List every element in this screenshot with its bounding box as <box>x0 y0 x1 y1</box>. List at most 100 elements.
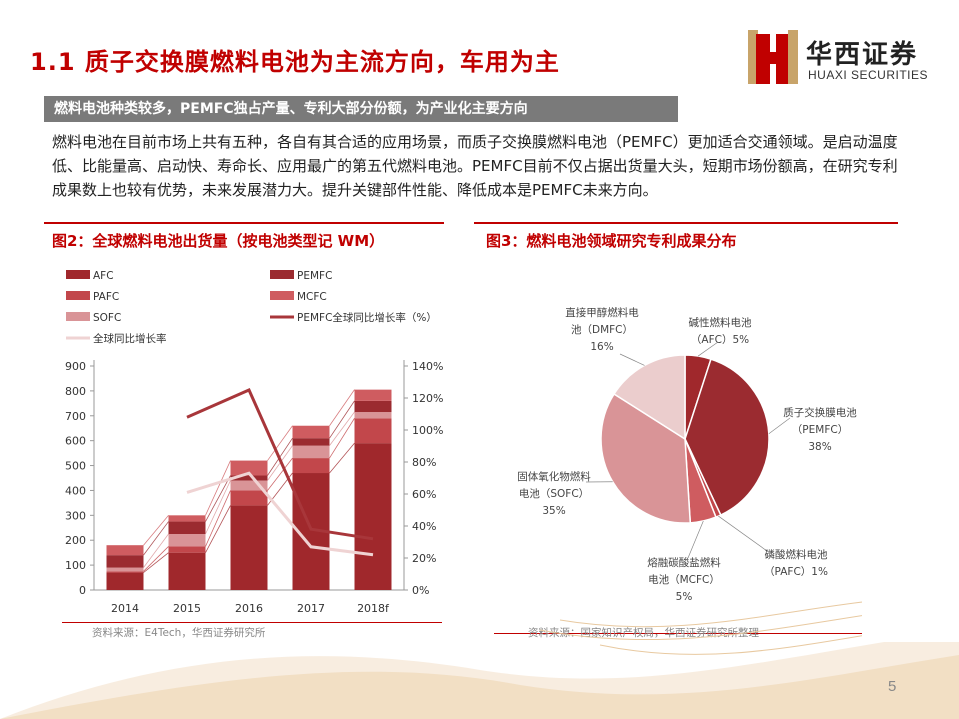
bar-pemfc-2016 <box>230 475 268 481</box>
pie-label-afc: （AFC）5% <box>691 334 749 346</box>
y2-tick-label: 140% <box>412 360 443 373</box>
bar-pafc-2016 <box>230 490 268 506</box>
legend-swatch-afc <box>66 270 90 279</box>
bar-connector-pafc <box>267 457 293 491</box>
y-tick-label: 900 <box>65 360 86 373</box>
y2-tick-label: 100% <box>412 424 443 437</box>
y-tick-label: 500 <box>65 460 86 473</box>
legend-swatch-pafc <box>66 291 90 300</box>
bar-pafc-2015 <box>168 546 206 553</box>
bar-pafc-2018f <box>354 418 392 444</box>
bar-mcfc-2016 <box>230 460 268 476</box>
bar-pemfc-2014 <box>106 555 144 568</box>
bar-connector-sofc <box>329 411 355 446</box>
pie-label-sofc: 固体氧化物燃料 <box>517 470 591 483</box>
bar-connector-pemfc <box>143 521 169 556</box>
bar-connector-pafc <box>329 418 355 459</box>
x-tick-label: 2015 <box>173 602 201 615</box>
bar-connector-pafc <box>205 490 231 547</box>
bar-connector-mcfc <box>267 425 293 461</box>
bar-mcfc-2018f <box>354 389 392 401</box>
fig2-source-rule <box>62 622 442 623</box>
pie-label-sofc: 电池（SOFC） <box>519 487 589 500</box>
y2-tick-label: 80% <box>412 456 436 469</box>
shipment-bar-chart: AFC PEMFC PAFC MCFC SOFC PEMFC全球同比增长率（%） 全球同比增… <box>65 270 443 615</box>
line-pemfc-growth <box>186 388 374 541</box>
body-paragraph: 燃料电池在目前市场上共有五种，各自有其合适的应用场景，而质子交换膜燃料电池（PE… <box>52 133 898 199</box>
logo-text-en: HUAXI SECURITIES <box>808 68 929 82</box>
pie-leader-dmfc <box>619 353 645 366</box>
pie-slice-pemfc <box>684 358 770 517</box>
bar-pafc-2017 <box>292 458 330 474</box>
pie-slice-sofc <box>600 392 692 524</box>
bar-connector-mcfc <box>143 515 169 546</box>
legend-label-pemfc: PEMFC <box>297 270 332 282</box>
pie-label-afc: 碱性燃料电池 <box>689 316 752 329</box>
pie-label-dmfc: 直接甲醇燃料电 <box>565 306 639 319</box>
y-tick-label: 400 <box>65 484 86 497</box>
pie-leader-afc <box>697 341 719 357</box>
x-tick-label: 2017 <box>297 602 325 615</box>
fig3-title: 图3：燃料电池领域研究专利成果分布 <box>486 232 737 250</box>
pie-label-dmfc: 池（DMFC） <box>571 323 633 336</box>
bar-connector-sofc <box>143 533 169 568</box>
bar-connector-pemfc <box>329 400 355 439</box>
y-tick-label: 600 <box>65 435 86 448</box>
bar-pafc-2014 <box>106 571 144 573</box>
y2-tick-label: 120% <box>412 392 443 405</box>
bar-connector-afc <box>205 505 231 553</box>
bar-sofc-2018f <box>354 412 392 419</box>
bar-mcfc-2014 <box>106 545 144 556</box>
pie-label-mcfc: 熔融碳酸盐燃料 <box>647 556 721 569</box>
huaxi-logo-icon <box>748 30 798 84</box>
pie-label-dmfc: 16% <box>590 341 613 353</box>
company-logo: 华西证券 HUAXI SECURITIES <box>748 30 948 90</box>
x-tick-label: 2016 <box>235 602 263 615</box>
section-banner: 燃料电池种类较多，PEMFC独占产量、专利大部分份额，为产业化主要方向 <box>44 96 678 122</box>
pie-label-mcfc: 5% <box>676 591 693 603</box>
bar-afc-2018f <box>354 443 392 590</box>
pie-label-pemfc: 质子交换膜电池 <box>783 406 857 419</box>
fig3-source: 资料来源：国家知识产权局，华西证券研究所整理 <box>528 627 759 639</box>
bar-pemfc-2015 <box>168 521 206 534</box>
pie-leader-mcfc <box>687 520 704 559</box>
page-number: 5 <box>888 678 897 695</box>
fig2-top-rule <box>44 222 444 224</box>
y2-tick-label: 20% <box>412 552 436 565</box>
y-tick-label: 300 <box>65 509 86 522</box>
pie-label-pemfc: （PEMFC） <box>792 424 848 436</box>
fig3-top-rule <box>474 222 898 224</box>
legend-label-pemfc-growth: PEMFC全球同比增长率（%） <box>297 311 437 324</box>
bar-mcfc-2017 <box>292 425 330 439</box>
line-total-growth <box>186 471 374 557</box>
bar-connector-mcfc <box>205 460 231 516</box>
decorative-waves <box>0 600 959 719</box>
y2-tick-label: 0% <box>412 584 429 597</box>
bar-sofc-2015 <box>168 534 206 547</box>
y2-tick-label: 60% <box>412 488 436 501</box>
y2-tick-label: 40% <box>412 520 436 533</box>
y-tick-label: 200 <box>65 534 86 547</box>
fig3-source-rule <box>494 633 914 634</box>
pie-label-pemfc: 38% <box>808 441 831 453</box>
pie-label-sofc: 35% <box>542 505 565 517</box>
bar-pemfc-2018f <box>354 400 392 413</box>
bar-pemfc-2017 <box>292 438 330 446</box>
patent-pie-chart: 碱性燃料电池 （AFC）5% 质子交换膜电池 （PEMFC） 38% 磷酸燃料电池 （PAF… <box>517 306 857 603</box>
legend-label-sofc: SOFC <box>93 312 121 324</box>
pie-leader-pafc <box>718 515 775 557</box>
legend-label-afc: AFC <box>93 270 114 282</box>
fig2-title: 图2：全球燃料电池出货量（按电池类型记 WM） <box>52 232 385 250</box>
y-tick-label: 0 <box>79 584 86 597</box>
y-tick-label: 100 <box>65 559 86 572</box>
bar-sofc-2014 <box>106 567 144 572</box>
legend-label-pafc: PAFC <box>93 291 119 303</box>
bar-sofc-2016 <box>230 480 268 491</box>
page-title: 1.1 质子交换膜燃料电池为主流方向，车用为主 <box>30 48 560 76</box>
bar-afc-2016 <box>230 505 268 590</box>
bar-connector-afc <box>143 552 169 573</box>
pie-label-pafc: 磷酸燃料电池 <box>765 548 828 561</box>
bar-connector-afc <box>329 442 355 474</box>
legend-swatch-mcfc <box>270 291 294 300</box>
bar-mcfc-2015 <box>168 515 206 522</box>
